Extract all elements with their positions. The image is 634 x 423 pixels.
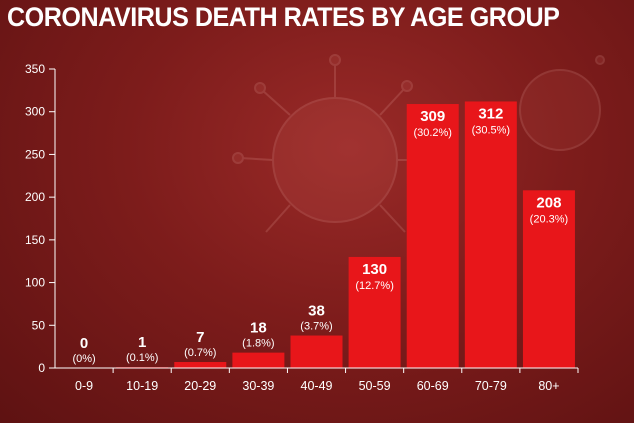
bar-40-49 [290, 335, 343, 368]
percent-label: (0%) [72, 353, 95, 365]
percent-label: (12.7%) [355, 280, 394, 292]
bar-60-69 [406, 104, 459, 369]
value-label: 18 [250, 320, 267, 337]
percent-label: (1.8%) [242, 338, 274, 350]
value-label: 1 [138, 334, 146, 351]
x-tick-label: 40-49 [301, 379, 333, 393]
bar-50-59 [348, 256, 401, 368]
chart-title: CORONAVIRUS DEATH RATES BY AGE GROUP [7, 2, 560, 32]
value-label: 309 [420, 108, 445, 125]
percent-label: (20.3%) [530, 213, 569, 225]
y-tick-label: 150 [25, 233, 45, 247]
x-tick-label: 10-19 [126, 379, 158, 393]
y-tick-label: 100 [25, 276, 45, 290]
x-tick-label: 70-79 [475, 379, 507, 393]
percent-label: (0.1%) [126, 352, 158, 364]
x-tick-label: 60-69 [417, 379, 449, 393]
value-label: 38 [308, 303, 325, 320]
value-label: 7 [196, 329, 204, 346]
data-labels: 0(0%) 1(0.1%) 7(0.7%) 18(1.8%) 38(3.7%) 130 (1… [72, 105, 568, 365]
x-tick-label: 50-59 [359, 379, 391, 393]
y-tick-label: 200 [25, 190, 45, 204]
bar-80+ [522, 190, 575, 368]
bar-70-79 [464, 101, 517, 368]
y-tick-label: 50 [32, 318, 46, 332]
value-label: 312 [478, 105, 503, 122]
x-tick-label: 20-29 [184, 379, 216, 393]
value-label: 0 [80, 335, 88, 352]
y-tick-label: 0 [38, 361, 45, 375]
bars [116, 101, 575, 369]
percent-label: (30.5%) [472, 124, 511, 136]
x-tick-label: 0-9 [75, 379, 93, 393]
bar-20-29 [174, 362, 227, 368]
y-tick-label: 300 [25, 105, 45, 119]
y-tick-label: 350 [25, 62, 45, 76]
value-label: 130 [362, 261, 387, 278]
percent-label: (0.7%) [184, 347, 216, 359]
percent-label: (30.2%) [413, 127, 452, 139]
x-tick-label: 80+ [538, 379, 559, 393]
percent-label: (3.7%) [300, 321, 332, 333]
x-tick-label: 30-39 [242, 379, 274, 393]
y-axis: 0 50 100 150 200 250 300 350 [25, 62, 56, 375]
y-tick-label: 250 [25, 147, 45, 161]
x-axis: 0-9 10-19 20-29 30-39 40-49 50-59 60-69 70-79 80… [55, 367, 579, 393]
bar-30-39 [232, 352, 285, 368]
value-label: 208 [536, 194, 561, 211]
